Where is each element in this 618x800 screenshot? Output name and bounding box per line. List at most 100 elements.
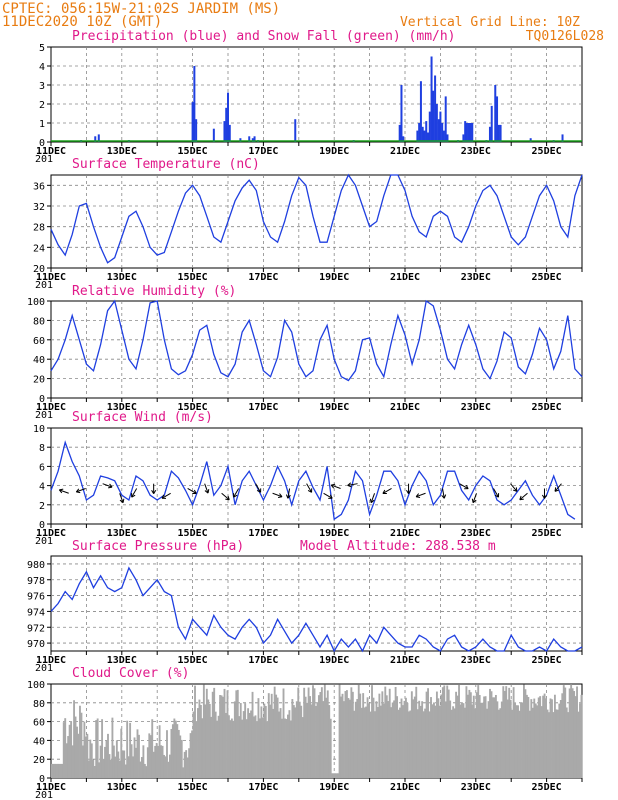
precip-bar [464, 121, 467, 142]
precip-bar [193, 66, 196, 142]
cloud-bar [375, 701, 378, 778]
wind-arrow [287, 488, 291, 499]
x-overflow-label: 201 [35, 280, 53, 291]
cloud-bar [409, 710, 412, 778]
x-tick-label: 11DEC [36, 782, 66, 793]
y-tick-label: 40 [33, 736, 45, 747]
header-grid-note: Vertical Grid Line: 10Z [400, 15, 580, 30]
cloud-bar [197, 708, 199, 778]
cloud-bar [438, 705, 441, 778]
cloud-bar [154, 745, 157, 778]
y-tick-label: 972 [27, 623, 45, 634]
cloud-bar [118, 760, 121, 778]
y-tick-label: 60 [33, 718, 45, 729]
wind-arrow-head [471, 498, 477, 504]
cloud-bar [406, 702, 409, 778]
x-tick-label: 17DEC [248, 528, 278, 539]
cloud-bar [561, 693, 564, 778]
x-tick-label: 17DEC [248, 655, 278, 666]
x-tick-label: 21DEC [390, 272, 420, 283]
cloud-bar [65, 743, 68, 778]
cloud-bar [295, 701, 298, 778]
cloud-bar [169, 754, 171, 778]
cloud-bar [343, 701, 345, 778]
cloud-bar [173, 718, 176, 778]
y-tick-label: 20 [33, 375, 45, 386]
cloud-bar [571, 688, 574, 778]
cloud-bar [93, 766, 96, 778]
precip-bar [442, 130, 445, 142]
cloud-bar [347, 698, 350, 778]
header-line2: 11DEC2020 10Z (GMT) [2, 14, 162, 30]
panel-title: Surface Pressure (hPa) [72, 539, 244, 554]
y-tick-label: 1 [39, 119, 45, 130]
wind-arrow-head [225, 495, 230, 501]
cloud-bar [179, 735, 182, 778]
x-tick-label: 13DEC [107, 402, 137, 413]
panel-title: Cloud Cover (%) [72, 666, 189, 681]
cloud-bar [499, 708, 502, 778]
cloud-bar [466, 694, 469, 778]
cloud-bar [132, 756, 134, 778]
precip-bar [425, 121, 428, 142]
cloud-bar [372, 697, 375, 778]
x-tick-label: 21DEC [390, 655, 420, 666]
cloud-bar [253, 716, 255, 778]
cloud-bar [244, 703, 247, 778]
cloud-bar [151, 719, 154, 778]
x-overflow-label: 201 [35, 536, 53, 547]
cloud-bar [520, 702, 522, 778]
precip-bar [430, 56, 433, 142]
y-tick-label: 80 [33, 316, 45, 327]
x-tick-label: 23DEC [461, 528, 491, 539]
cloud-bar [55, 763, 58, 778]
cloud-bar [371, 685, 373, 778]
cloud-bar [158, 725, 161, 778]
precip-bar [191, 102, 194, 142]
x-tick-label: 11DEC [36, 528, 66, 539]
cloud-bar [217, 715, 220, 778]
cloud-bar [390, 707, 393, 778]
cloud-bar [157, 745, 160, 778]
cloud-bar [289, 720, 292, 778]
precip-bar [398, 124, 401, 142]
wind-arrow-head [382, 489, 387, 495]
y-tick-label: 0 [39, 138, 45, 149]
cloud-bar [570, 684, 573, 778]
x-tick-label: 15DEC [178, 272, 208, 283]
cloud-bar [149, 735, 152, 778]
x-tick-label: 13DEC [107, 146, 137, 157]
cloud-bar [539, 696, 542, 778]
cloud-bar [471, 704, 474, 778]
cloud-bar [229, 720, 232, 778]
y-tick-label: 0 [39, 394, 45, 405]
cloud-bar [427, 688, 429, 778]
cloud-bar [455, 691, 458, 778]
wind-arrow [415, 492, 426, 498]
panel-2: 20 24 28 32 36 11DEC 13DEC 15DEC 17DEC 19DEC 21DEC… [33, 157, 583, 291]
cloud-bar [83, 721, 86, 778]
wind-arrow-head [192, 489, 197, 495]
cloud-bar [225, 712, 227, 778]
cloud-bar [96, 718, 99, 778]
cloud-bar [135, 747, 137, 778]
x-tick-label: 23DEC [461, 402, 491, 413]
x-tick-label: 21DEC [390, 528, 420, 539]
cloud-bar [425, 691, 428, 778]
cloud-bar [523, 684, 525, 778]
cloud-bar [374, 711, 376, 778]
panel-1: 0 1 2 3 4 5 11DEC 13DEC 15DEC 17DEC 19DEC 21DEC 23DE… [35, 29, 583, 165]
cloud-bar [220, 695, 223, 778]
cloud-bar [515, 705, 518, 778]
cloud-bar [334, 773, 337, 778]
cloud-bar [138, 734, 140, 778]
cloud-bar [242, 711, 245, 778]
cloud-bar [497, 709, 500, 778]
cloud-bar [551, 699, 553, 778]
wind-arrow [442, 488, 445, 499]
cloud-bar [527, 696, 530, 778]
cloud-bar [443, 685, 446, 778]
wind-arrow-head [441, 494, 447, 499]
wind-arrow [131, 488, 138, 498]
precip-bar [225, 107, 228, 142]
